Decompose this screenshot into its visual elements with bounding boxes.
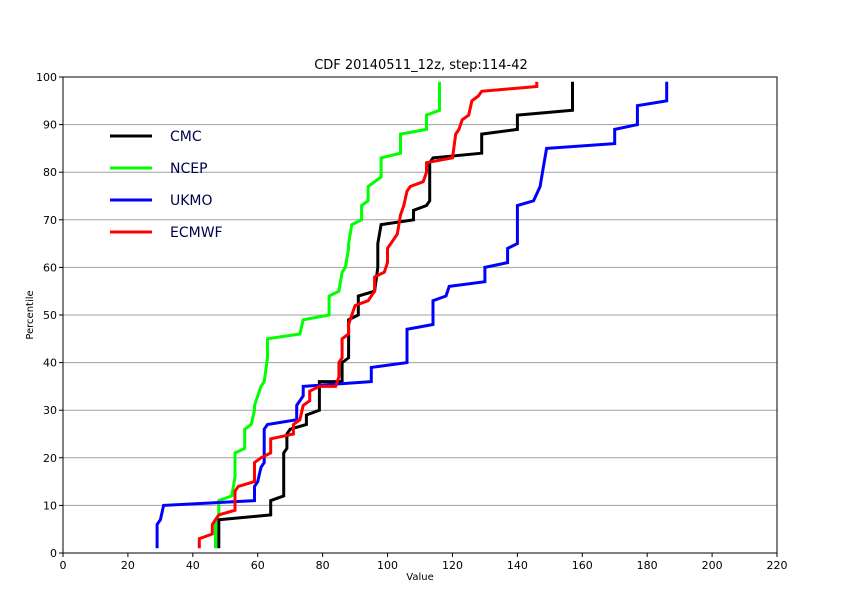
x-tick-label: 100 (377, 559, 398, 572)
x-tick-label: 120 (442, 559, 463, 572)
y-tick-label: 50 (43, 309, 57, 322)
legend-label-ncep: NCEP (170, 161, 208, 177)
legend-label-ukmo: UKMO (170, 193, 213, 209)
legend: CMC NCEP UKMO ECMWF (110, 129, 223, 241)
x-tick-label: 140 (507, 559, 528, 572)
y-tick-label: 10 (43, 499, 57, 512)
x-tick-label: 80 (316, 559, 330, 572)
series-line-ncep (214, 81, 441, 549)
series-line-ecmwf (197, 81, 539, 549)
series-line-ukmo (155, 81, 669, 549)
y-tick-label: 100 (36, 71, 57, 84)
y-tick-label: 30 (43, 404, 57, 417)
x-tick-label: 40 (186, 559, 200, 572)
legend-label-cmc: CMC (170, 129, 202, 145)
y-tick-label: 0 (50, 547, 57, 560)
chart-title: CDF 20140511_12z, step:114-42 (314, 58, 528, 73)
y-tick-label: 40 (43, 357, 57, 370)
x-tick-label: 160 (572, 559, 593, 572)
legend-label-ecmwf: ECMWF (170, 225, 223, 241)
axis-ticks: 0 10 20 30 40 50 60 70 80 90 100 0 20 40 60 80 100 120 140… (36, 71, 788, 572)
y-tick-label: 80 (43, 166, 57, 179)
y-axis-label: Percentile (25, 290, 36, 339)
x-tick-label: 220 (767, 559, 788, 572)
x-tick-label: 20 (121, 559, 135, 572)
x-tick-label: 200 (702, 559, 723, 572)
y-tick-label: 20 (43, 452, 57, 465)
y-tick-label: 90 (43, 119, 57, 132)
series-line-cmc (217, 81, 574, 549)
x-axis-label: Value (406, 572, 433, 583)
y-tick-label: 60 (43, 261, 57, 274)
series-lines (155, 81, 669, 549)
gridlines (63, 124, 777, 506)
x-tick-label: 180 (637, 559, 658, 572)
y-tick-label: 70 (43, 214, 57, 227)
x-tick-label: 0 (60, 559, 67, 572)
x-tick-label: 60 (251, 559, 265, 572)
